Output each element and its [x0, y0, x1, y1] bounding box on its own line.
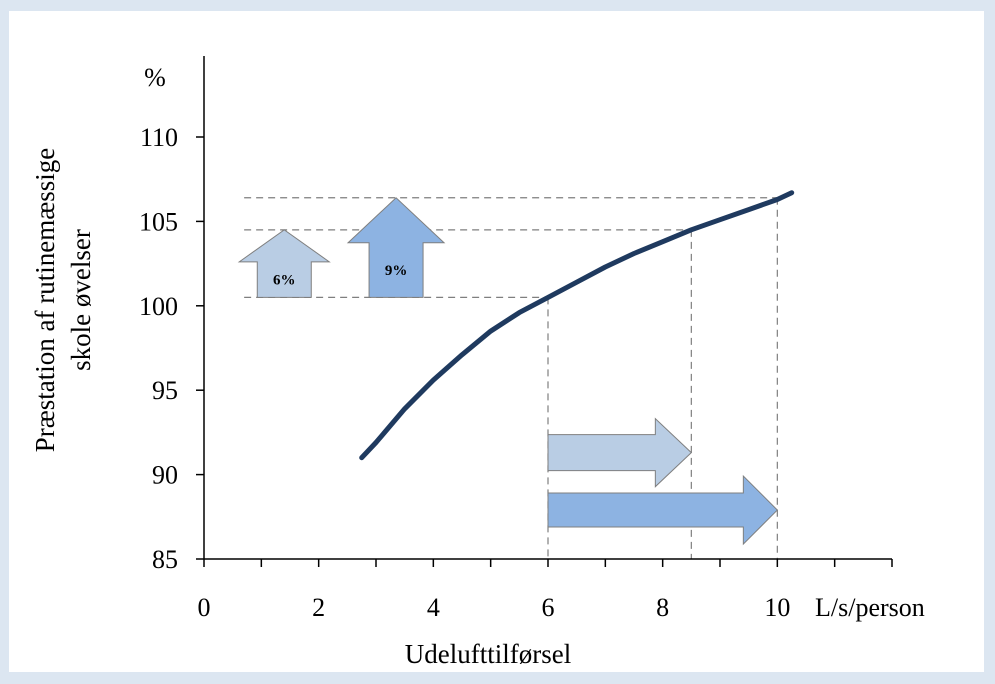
y-tick-label: 85	[152, 545, 178, 574]
y-tick-label: 90	[152, 461, 178, 490]
x-tick-label: 0	[198, 593, 211, 622]
x-tick-label: 10	[764, 593, 790, 622]
y-axis-title-line-1: Præstation af rutinemæssige	[30, 148, 60, 452]
arrow-percent-label: 6%	[273, 273, 296, 289]
y-unit-label: %	[144, 63, 166, 92]
annotation-arrows: 6% 9%	[237, 197, 779, 546]
arrow-percent-label: 9%	[385, 263, 408, 279]
right-arrow	[547, 474, 779, 546]
y-axis-title: Præstation af rutinemæssige skole øvelse…	[30, 148, 96, 452]
x-tick-label: 2	[312, 593, 325, 622]
ticks: 85 90 95 100 105 110 0 2 4 6 8 10	[139, 123, 893, 622]
x-axis-title: Udelufttilførsel	[405, 639, 571, 669]
series-line	[359, 190, 795, 461]
chart-panel	[9, 11, 984, 672]
y-tick-label: 110	[140, 123, 178, 152]
up-arrow	[346, 197, 446, 298]
y-tick-label: 105	[139, 207, 178, 236]
y-axis-title-line-2: skole øvelser	[66, 229, 96, 371]
x-tick-label: 8	[656, 593, 669, 622]
y-tick-label: 100	[139, 292, 178, 321]
up-arrow	[237, 229, 331, 298]
x-tick-label: 4	[427, 593, 440, 622]
y-tick-label: 95	[152, 376, 178, 405]
x-unit-label: L/s/person	[815, 593, 925, 622]
right-arrow	[547, 417, 693, 488]
x-tick-label: 6	[542, 593, 555, 622]
data-series	[359, 190, 795, 461]
